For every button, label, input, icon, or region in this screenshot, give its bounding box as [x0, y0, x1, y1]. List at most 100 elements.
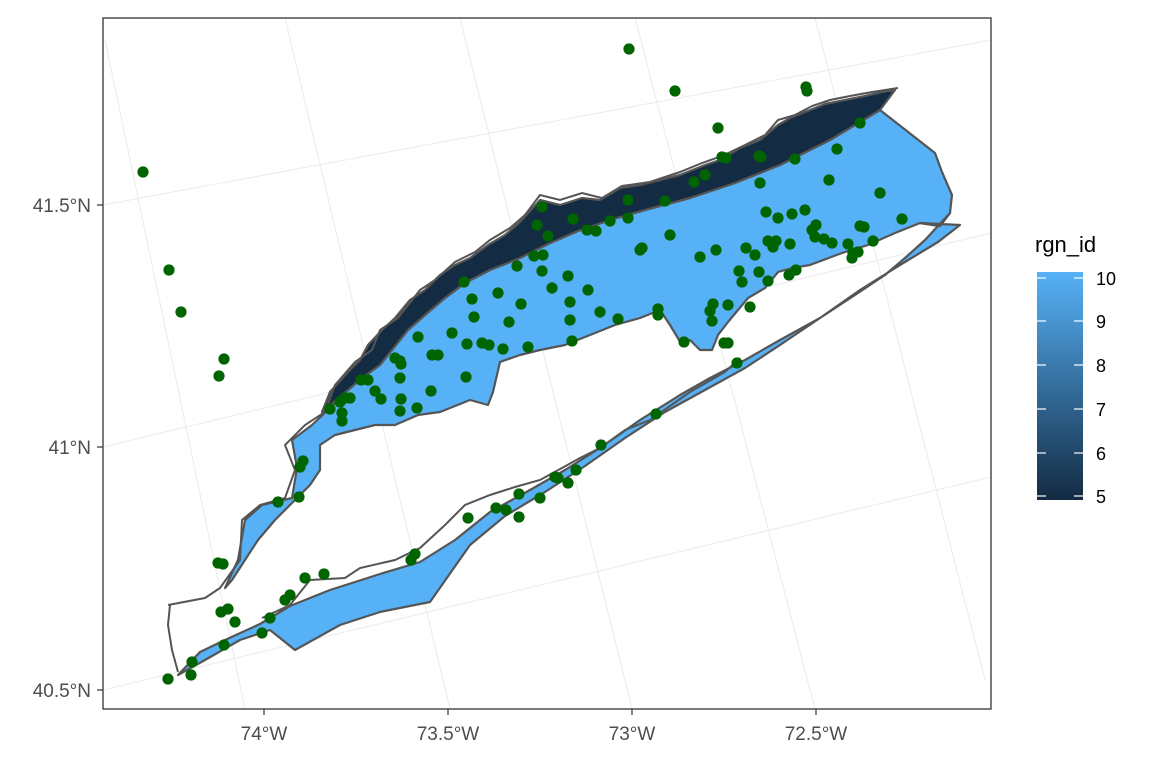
- region-10-ocean: [176, 211, 962, 677]
- station-point: [570, 464, 582, 476]
- station-point: [704, 305, 716, 317]
- station-point: [336, 415, 348, 427]
- station-point: [562, 270, 574, 282]
- station-point: [536, 265, 548, 277]
- station-point: [736, 276, 748, 288]
- legend-label-9: 9: [1096, 312, 1106, 332]
- points-layer: [137, 43, 908, 685]
- station-point: [581, 224, 593, 236]
- station-point: [622, 194, 634, 206]
- legend-label-7: 7: [1096, 400, 1106, 420]
- station-point: [749, 249, 761, 261]
- station-point: [229, 616, 241, 628]
- station-point: [706, 315, 718, 327]
- x-tick-label-2: 73°W: [609, 724, 656, 745]
- station-point: [218, 353, 230, 365]
- station-point: [731, 357, 743, 369]
- legend-title: rgn_id: [1035, 232, 1096, 257]
- station-point: [699, 169, 711, 181]
- station-point: [694, 251, 706, 263]
- station-point: [375, 393, 387, 405]
- legend-colorbar: [1037, 272, 1083, 500]
- station-point: [500, 504, 512, 516]
- station-point: [412, 331, 424, 343]
- station-point: [272, 496, 284, 508]
- station-point: [688, 176, 700, 188]
- x-tick-label-0: 74°W: [241, 724, 288, 745]
- station-point: [562, 477, 574, 489]
- station-point: [344, 392, 356, 404]
- station-point: [754, 177, 766, 189]
- station-point: [659, 195, 671, 207]
- station-point: [175, 306, 187, 318]
- station-point: [362, 374, 374, 386]
- station-point: [755, 151, 767, 163]
- station-point: [284, 589, 296, 601]
- station-point: [425, 385, 437, 397]
- gridline-lat-40.5: [102, 476, 992, 691]
- legend-label-6: 6: [1096, 444, 1106, 464]
- station-point: [185, 669, 197, 681]
- station-point: [511, 260, 523, 272]
- station-point: [446, 327, 458, 339]
- station-point: [594, 306, 606, 318]
- station-point: [809, 231, 821, 243]
- station-point: [293, 491, 305, 503]
- station-point: [810, 219, 822, 231]
- station-point: [789, 153, 801, 165]
- station-point: [137, 166, 149, 178]
- station-point: [722, 299, 734, 311]
- station-point: [432, 349, 444, 361]
- legend-label-10: 10: [1096, 269, 1116, 289]
- station-point: [458, 276, 470, 288]
- station-point: [162, 673, 174, 685]
- station-point: [896, 213, 908, 225]
- legend-label-5: 5: [1096, 487, 1106, 507]
- station-point: [513, 511, 525, 523]
- station-point: [497, 343, 509, 355]
- y-tick-label-0: 41.5°N: [33, 196, 91, 217]
- station-point: [318, 568, 330, 580]
- station-point: [786, 208, 798, 220]
- station-point: [522, 341, 534, 353]
- station-point: [369, 385, 381, 397]
- plot-panel-border: [102, 17, 992, 710]
- station-point: [874, 187, 886, 199]
- station-point: [395, 393, 407, 405]
- station-point: [842, 238, 854, 250]
- gridline-lon-74: [104, 39, 246, 710]
- x-axis: 74°W 73.5°W 73°W 72.5°W: [241, 709, 847, 745]
- station-point: [590, 225, 602, 237]
- station-point: [634, 244, 646, 256]
- station-point: [604, 215, 616, 227]
- station-point: [336, 407, 348, 419]
- station-point: [718, 337, 730, 349]
- station-point: [534, 492, 546, 504]
- station-point: [612, 313, 624, 325]
- station-point: [801, 85, 813, 97]
- station-point: [515, 298, 527, 310]
- legend-label-8: 8: [1096, 356, 1106, 376]
- station-point: [623, 43, 635, 55]
- station-point: [297, 455, 309, 467]
- station-point: [772, 212, 784, 224]
- y-tick-label-2: 40.5°N: [33, 681, 91, 702]
- station-point: [858, 221, 870, 233]
- station-point: [460, 371, 472, 383]
- station-point: [405, 554, 417, 566]
- station-point: [461, 338, 473, 350]
- station-point: [669, 85, 681, 97]
- legend-ticks: [1037, 277, 1083, 497]
- station-point: [652, 303, 664, 315]
- south-coastline: [261, 357, 741, 619]
- station-point: [536, 201, 548, 213]
- station-point: [334, 396, 346, 408]
- gridline-lat-41.5: [102, 39, 992, 206]
- station-point: [740, 242, 752, 254]
- station-point: [163, 264, 175, 276]
- station-point: [784, 238, 796, 250]
- station-point: [492, 287, 504, 299]
- station-point: [462, 512, 474, 524]
- station-point: [854, 117, 866, 129]
- station-point: [513, 488, 525, 500]
